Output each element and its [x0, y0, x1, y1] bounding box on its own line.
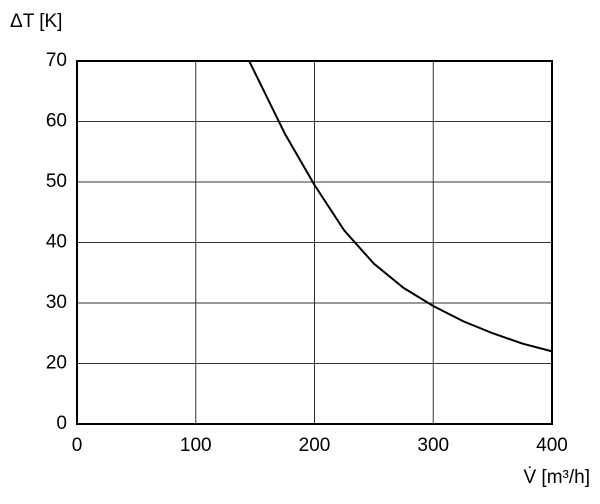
- y-tick-label: 70: [46, 50, 67, 71]
- y-axis-label: ΔT [K]: [10, 11, 62, 32]
- x-tick-label: 300: [417, 435, 449, 456]
- y-tick-label: 60: [46, 111, 67, 132]
- x-tick-label: 100: [180, 435, 212, 456]
- x-tick-label: 400: [536, 435, 568, 456]
- curve: [248, 60, 553, 353]
- y-tick-label: 50: [46, 171, 67, 192]
- y-tick-label: 30: [46, 292, 67, 313]
- y-tick-label: 40: [46, 232, 67, 253]
- x-tick-label: 200: [299, 435, 331, 456]
- x-axis-label: V̇ [m³/h]: [523, 467, 590, 488]
- y-tick-label: 20: [46, 353, 67, 374]
- x-tick-label: 0: [72, 435, 83, 456]
- y-tick-label: 0: [56, 413, 67, 434]
- plot-frame: [76, 60, 553, 425]
